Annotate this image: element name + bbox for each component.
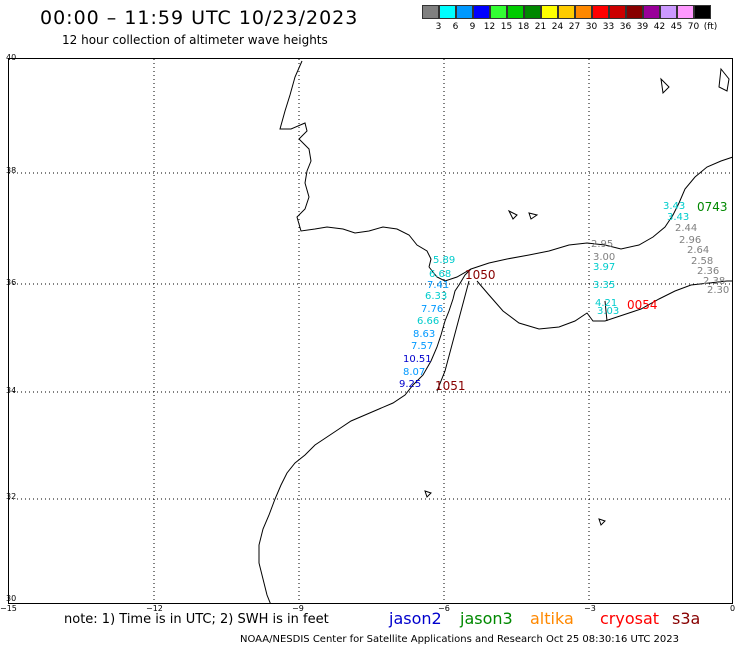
legend-label: 6 [452,22,459,32]
legend-label: 33 [602,22,615,32]
satellite-key-cryosat: cryosat [600,609,660,628]
map-subtitle: 12 hour collection of altimeter wave hei… [62,33,328,47]
swh-label: 2.58 [691,256,714,267]
legend-swatch [541,5,558,19]
coastline-map [9,59,732,603]
swh-label: 7.57 [411,341,434,352]
pass-time-label: 0054 [627,298,658,312]
satellite-key-jason2: jason2 [389,609,442,628]
swh-label: 5.89 [433,255,456,266]
lon-tick-label: 0 [730,604,736,613]
legend-swatch [507,5,524,19]
lon-tick-label: −9 [292,604,304,613]
lon-tick-label: −15 [0,604,17,613]
satellite-key-s3a: s3a [672,609,701,628]
legend-swatch [660,5,677,19]
legend-label: 36 [619,22,632,32]
lat-tick-label: 38 [6,166,17,175]
legend-swatch [626,5,643,19]
legend-swatch [592,5,609,19]
swh-label: 3.03 [597,306,620,317]
swh-label: 8.07 [403,367,426,378]
swh-label: 3.00 [593,252,616,263]
swh-label: 6.68 [429,269,452,280]
legend-swatch [558,5,575,19]
legend-unit: (ft) [703,22,718,32]
legend-swatch [694,5,711,19]
swh-label: 2.36 [697,266,720,277]
pass-time-label: 0743 [697,200,728,214]
legend-swatch [575,5,592,19]
legend-label: 45 [670,22,683,32]
pass-time-label: 1051 [435,379,466,393]
coastline [258,60,732,603]
lat-tick-label: 30 [6,594,17,603]
legend-label: 15 [500,22,513,32]
swh-label: 2.64 [687,245,710,256]
satellite-key-altika: altika [530,609,574,628]
lat-tick-label: 34 [6,386,17,395]
swh-label: 2.95 [591,239,614,250]
swh-label: 2.44 [675,223,698,234]
swh-label: 3.35 [593,280,616,291]
legend-swatch [473,5,490,19]
swh-label: 2.38 [703,276,726,287]
swh-label: 2.30 [707,285,730,296]
legend-label: 24 [551,22,564,32]
swh-label: 8.63 [413,329,436,340]
lat-tick-label: 36 [6,278,17,287]
legend-label: 18 [517,22,530,32]
legend-swatch [456,5,473,19]
lon-tick-label: −12 [146,604,163,613]
swh-label: 4.21 [595,298,618,309]
legend-swatch [439,5,456,19]
legend-swatch [643,5,660,19]
legend-label: 9 [469,22,476,32]
swh-label: 3.43 [663,201,686,212]
legend-swatch [677,5,694,19]
swh-label: 10.51 [403,354,432,365]
swh-label: 7.41 [427,280,450,291]
legend-swatch [524,5,541,19]
legend-swatch [490,5,507,19]
footnote: note: 1) Time is in UTC; 2) SWH is in fe… [64,612,329,627]
legend-label: 12 [483,22,496,32]
lon-tick-label: −6 [438,604,450,613]
legend-label: 27 [568,22,581,32]
legend-label: 42 [653,22,666,32]
lat-tick-label: 40 [6,53,17,62]
swh-label: 9.25 [399,379,422,390]
lat-tick-label: 32 [6,492,17,501]
legend-swatch [609,5,626,19]
swh-label: 6.66 [417,316,440,327]
legend-swatch [422,5,439,19]
satellite-tracks [436,280,608,392]
swh-label: 3.43 [667,212,690,223]
swh-label: 2.96 [679,235,702,246]
map-title: 00:00 – 11:59 UTC 10/23/2023 [40,7,359,29]
map-frame[interactable]: 5.89 6.68 7.41 6.33 7.76 6.66 8.63 7.57 … [8,58,733,604]
legend-label: 70 [687,22,700,32]
swh-label: 7.76 [421,304,444,315]
swh-label: 6.33 [425,291,448,302]
pass-time-label: 1050 [465,268,496,282]
graticule [9,59,732,603]
legend-label: 21 [534,22,547,32]
legend-label: 30 [585,22,598,32]
credit-footer: NOAA/NESDIS Center for Satellite Applica… [240,634,679,645]
swh-label: 3.97 [593,262,616,273]
lon-tick-label: −3 [584,604,596,613]
legend-label: 3 [435,22,442,32]
legend-label: 39 [636,22,649,32]
satellite-key-jason3: jason3 [460,609,513,628]
